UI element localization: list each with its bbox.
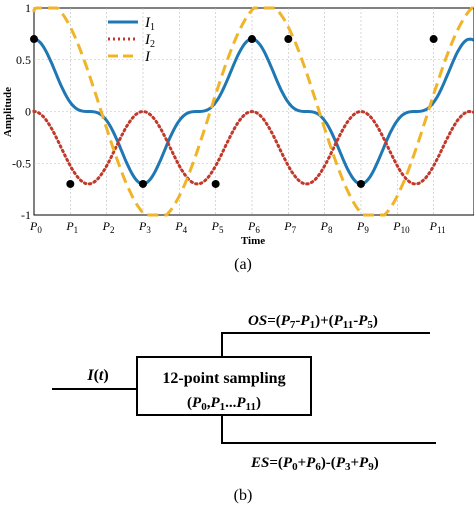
sample-point	[356, 179, 365, 188]
sample-point	[66, 179, 75, 188]
x-tick-label: P4	[174, 219, 187, 235]
es-branch	[221, 415, 436, 444]
x-axis-ticks: P0 P1 P2 P3 P4 P5 P6 P7 P8 P9 P10 P11	[29, 219, 446, 235]
sampling-box-title: 12-point sampling	[162, 370, 285, 387]
x-tick-label: P11	[429, 219, 446, 235]
sample-point	[429, 35, 438, 44]
y-tick-label: -0.5	[12, 156, 31, 170]
legend-label-i: I	[144, 49, 151, 65]
caption-a: (a)	[234, 256, 252, 273]
x-tick-label: P7	[283, 219, 296, 235]
sampling-box-points: (P0,P1...P11)	[187, 395, 261, 413]
y-tick-label: 0	[25, 105, 31, 119]
input-label: I(t)	[86, 367, 108, 384]
sample-points	[30, 35, 438, 188]
series-line-i2	[32, 109, 474, 186]
sampling-box	[136, 356, 312, 416]
series-line-i	[32, 6, 474, 217]
x-tick-label: P6	[247, 219, 260, 235]
x-tick-label: P8	[320, 219, 333, 235]
sample-point	[211, 179, 220, 188]
sample-point	[138, 179, 147, 188]
os-branch	[221, 332, 430, 357]
x-tick-label: P0	[29, 219, 42, 235]
y-tick-label: -1	[21, 208, 31, 222]
y-axis-ticks: 1 0.5 0 -0.5 -1	[12, 1, 31, 222]
sample-point	[247, 35, 256, 44]
sample-point	[30, 35, 38, 44]
diagram-panel: I(t) 12-point sampling (P0,P1...P11) OS=…	[52, 313, 436, 504]
es-formula: ES=(P0+P6)-(P3+P9)	[250, 455, 379, 473]
caption-b: (b)	[234, 487, 253, 504]
legend-label-i2: I2	[144, 32, 155, 50]
x-tick-label: P1	[65, 219, 78, 235]
y-axis-label: Amplitude	[2, 87, 14, 137]
x-tick-label: P2	[102, 219, 115, 235]
x-tick-label: P5	[211, 219, 224, 235]
os-formula: OS=(P7-P1)+(P11-P5)	[248, 313, 378, 331]
chart-panel: 1 0.5 0 -0.5 -1 P0 P1 P2 P3 P4 P5 P6 P7 P8 P9 P10 P11 A…	[2, 1, 474, 273]
y-tick-label: 1	[25, 1, 31, 15]
x-tick-label: P3	[138, 219, 151, 235]
sample-point	[284, 35, 293, 44]
y-tick-label: 0.5	[16, 53, 31, 67]
legend: I1 I2 I	[108, 15, 155, 65]
x-tick-label: P9	[356, 219, 369, 235]
x-axis-label: Time	[241, 235, 265, 247]
legend-label-i1: I1	[144, 15, 155, 33]
x-tick-label: P10	[392, 219, 410, 235]
